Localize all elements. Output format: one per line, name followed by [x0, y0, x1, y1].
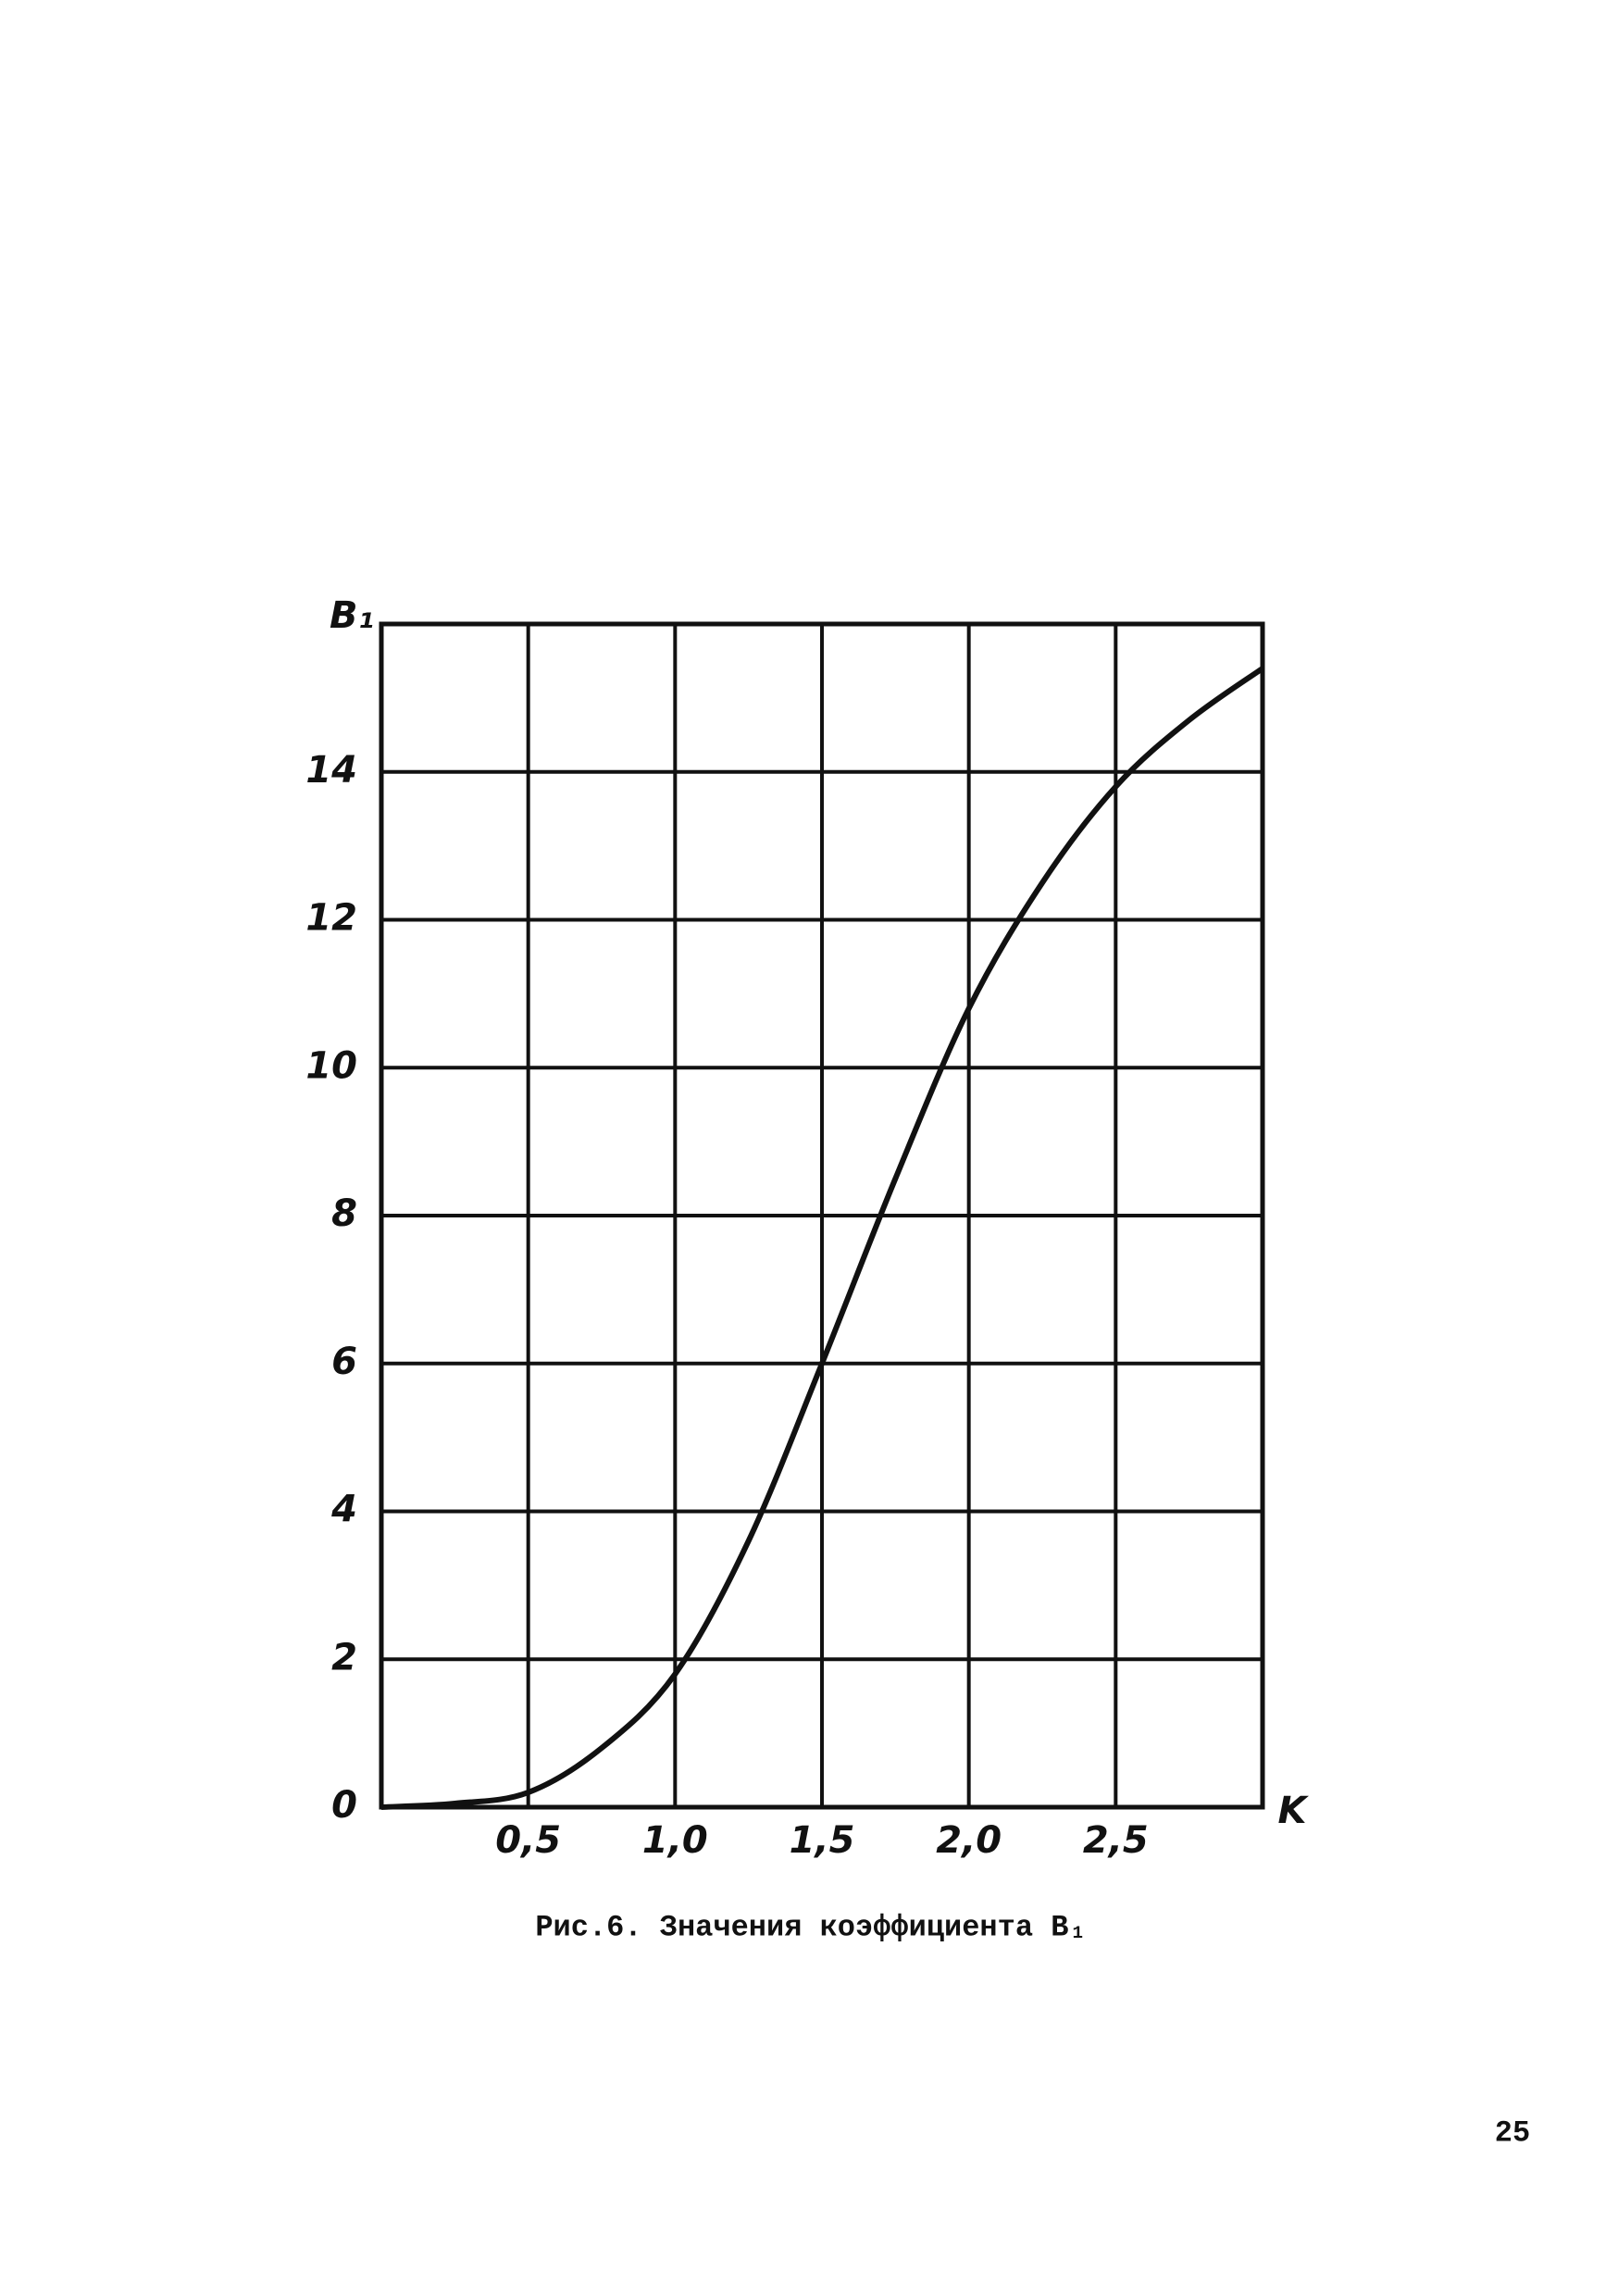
y-tick-label: 14	[305, 749, 357, 792]
y-axis-label: B₁	[330, 594, 374, 637]
x-tick-label: 2,5	[1083, 1819, 1149, 1862]
caption: Рис.6. Значения коэффициента B₁	[535, 1910, 1086, 1944]
x-tick-label: 2,0	[936, 1819, 1002, 1862]
x-tick-label: 1,5	[790, 1819, 855, 1862]
y-tick-label: 2	[331, 1636, 357, 1678]
curve	[380, 666, 1264, 1810]
y-tick-label: 10	[305, 1044, 357, 1087]
page-number: 25	[1495, 2115, 1530, 2150]
y-tick-label: 0	[331, 1784, 357, 1827]
y-tick-label: 4	[330, 1489, 357, 1531]
x-tick-label: 1,0	[642, 1819, 708, 1862]
x-tick-label: 0,5	[495, 1819, 561, 1862]
y-tick-label: 6	[331, 1341, 357, 1383]
x-axis-label: K	[1278, 1790, 1310, 1832]
y-tick-label: 8	[331, 1192, 357, 1235]
y-tick-label: 12	[305, 897, 357, 940]
